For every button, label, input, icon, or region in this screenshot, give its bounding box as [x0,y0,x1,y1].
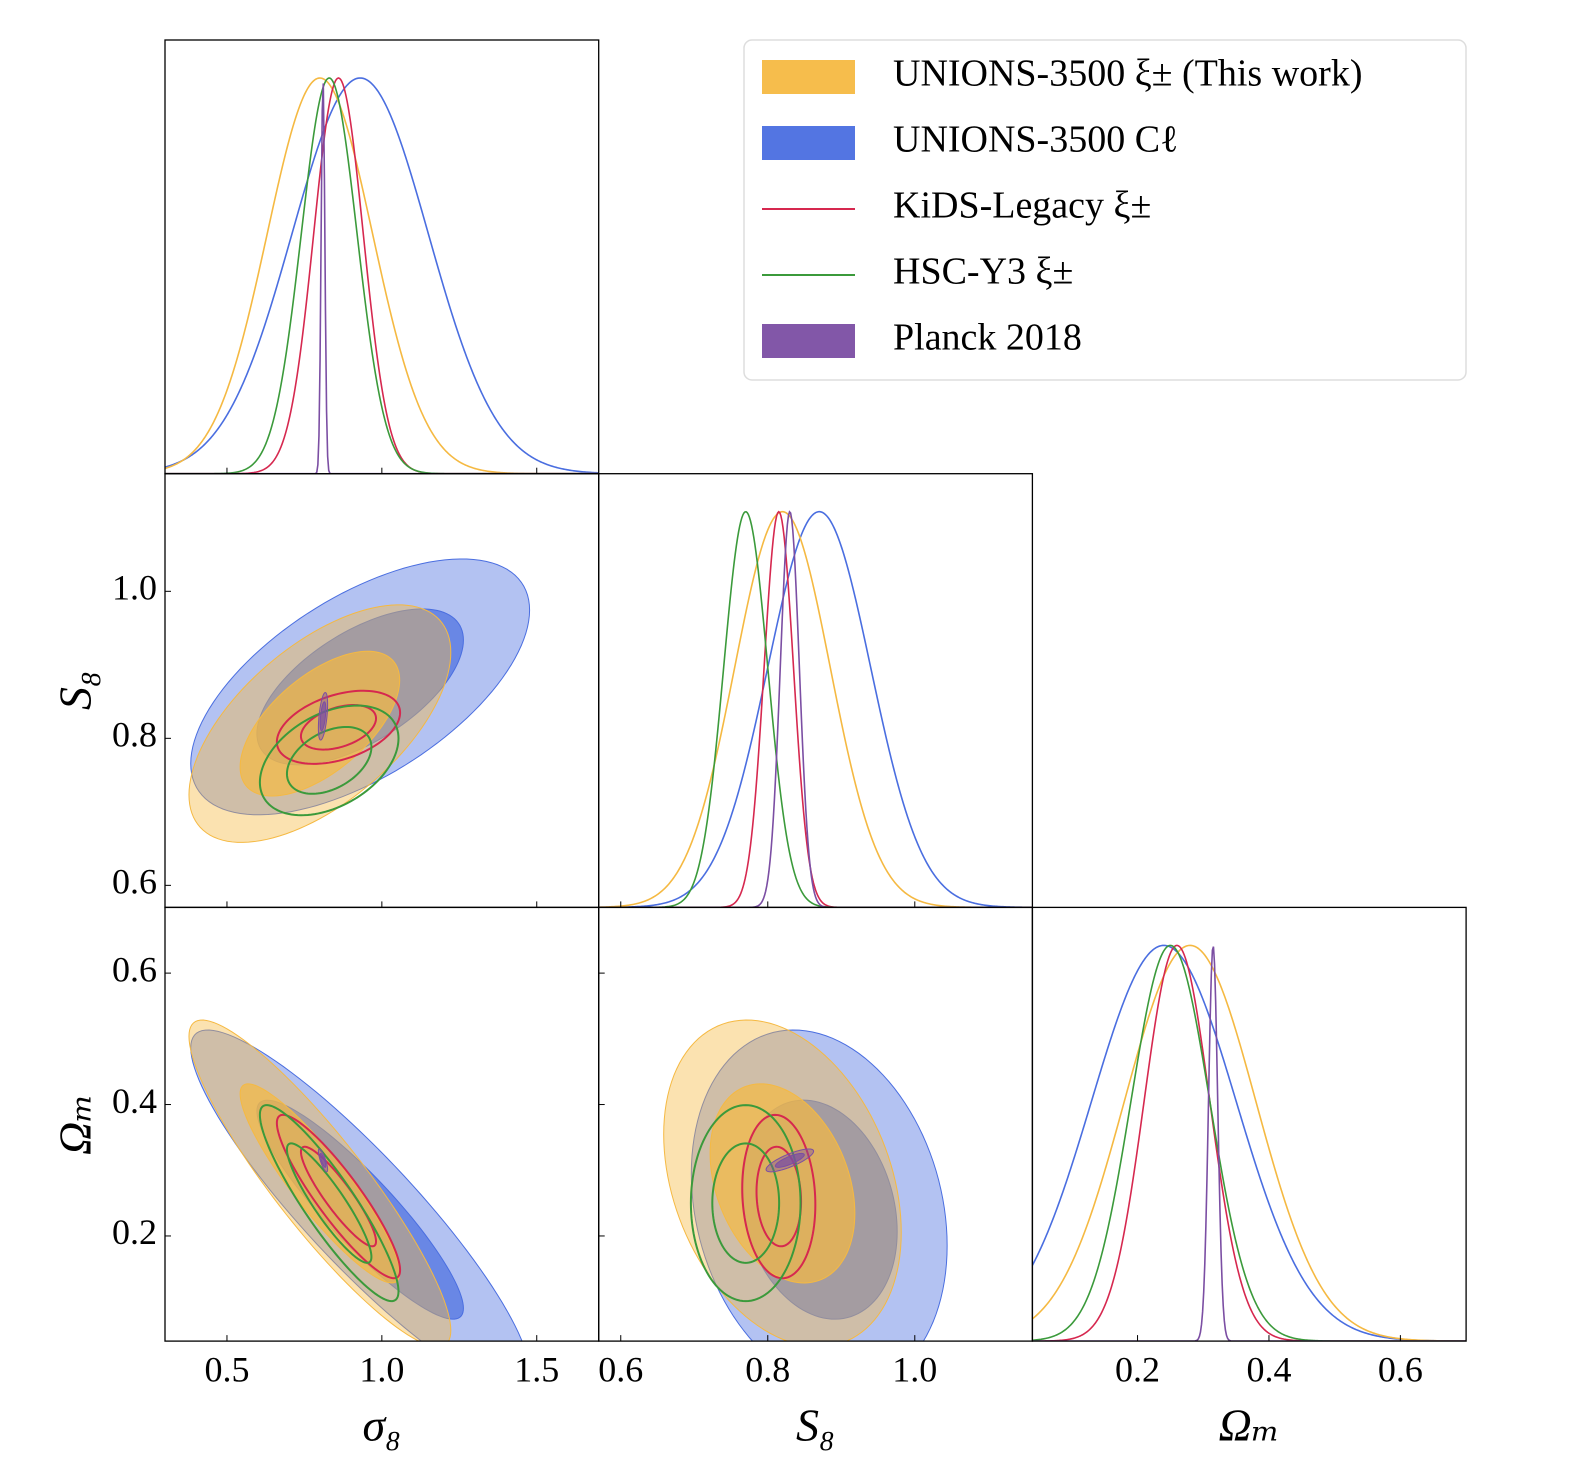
marginal-curve [165,77,599,474]
panel-frame [1031,906,1467,1342]
marginal-curve [1032,944,1467,1342]
legend-swatch [762,126,855,160]
legend-label: HSC-Y3 ξ± [893,251,1073,293]
legend-frame [743,39,1467,381]
contour-95 [258,1104,400,1303]
plot-area [1032,944,1467,1342]
plot-area [165,77,599,474]
plot-area [598,510,1033,908]
x-axis-label: Ωₘ [1219,1400,1280,1451]
legend-swatch [762,60,855,94]
contour-68 [709,1083,856,1284]
y-tick-label: 0.6 [112,949,157,989]
contour-95 [741,1113,817,1280]
legend-label: UNIONS-3500 Cℓ [893,119,1178,161]
plot-area [188,1019,523,1342]
x-axis-label: σ₈ [363,1400,402,1451]
x-tick-label: 1.5 [514,1349,559,1389]
y-tick-label: 0.2 [112,1212,157,1252]
contour-68 [319,701,327,732]
contour-95 [275,689,402,765]
marginal-panel [164,39,600,475]
contour-panel: 0.6 0.8 1.0 [112,473,600,909]
panel-frame [598,473,1034,909]
y-tick-label: 0.6 [112,862,157,902]
contour-panel: 0.6 0.8 1.0 [598,906,1034,1389]
contour-95 [689,1104,802,1303]
contour-68 [285,1142,373,1264]
contour-68 [239,1083,401,1284]
y-axis-label: Ωₘ [50,1094,101,1155]
legend-label: UNIONS-3500 ξ± (This work) [893,53,1362,95]
contour-68 [319,1152,327,1168]
x-tick-label: 0.4 [1246,1349,1291,1389]
marginal-curve [165,77,599,474]
y-tick-label: 0.4 [112,1081,157,1121]
contour-68 [285,725,373,795]
marginal-curve [598,510,1033,908]
x-tick-label: 0.5 [204,1349,249,1389]
x-tick-label: 0.8 [745,1349,790,1389]
y-tick-label: 1.0 [112,568,157,608]
legend: UNIONS-3500 ξ± (This work) UNIONS-3500 Cℓ… [743,39,1467,381]
y-tick-label: 0.8 [112,715,157,755]
x-tick-label: 0.6 [1378,1349,1423,1389]
y-axis-label: S₈ [50,671,101,710]
contour-68 [711,1142,781,1264]
legend-label: Planck 2018 [893,317,1082,359]
plot-area [188,558,531,843]
marginal-curve [598,510,1033,908]
contour-95 [275,1113,402,1280]
x-tick-label: 0.2 [1115,1349,1160,1389]
x-tick-label: 1.0 [359,1349,404,1389]
marginal-curve [1032,944,1467,1342]
plot-area [663,1019,948,1342]
x-tick-label: 0.6 [598,1349,643,1389]
legend-swatch [762,324,855,358]
marginal-curve [598,510,1033,908]
legend-label: KiDS-Legacy ξ± [893,185,1151,227]
marginal-curve [598,510,1033,908]
contour-95 [258,704,400,817]
marginal-curve [598,510,1033,908]
x-tick-label: 1.0 [892,1349,937,1389]
marginal-panel [598,473,1034,909]
x-axis-label: S₈ [796,1400,835,1451]
contour-68 [774,1152,805,1168]
contour-panel: 0.5 1.0 1.5 0.2 0.4 0.6 [112,906,600,1389]
marginal-panel: 0.2 0.4 0.6 [1031,906,1467,1389]
